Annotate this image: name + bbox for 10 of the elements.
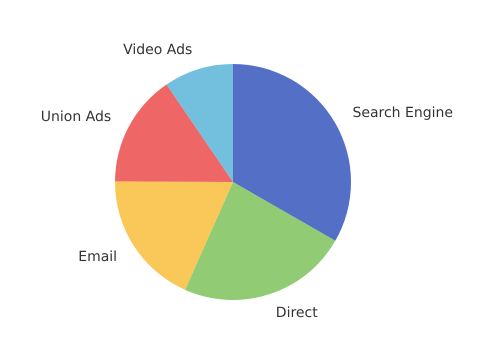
pie-slice [185, 182, 336, 300]
slice-label: Email [78, 248, 118, 265]
slice-label: Direct [276, 305, 318, 322]
pie-slice [233, 64, 351, 241]
pie-slice [166, 64, 233, 182]
slice-label: Search Engine [352, 104, 453, 121]
pie-slice [115, 181, 233, 290]
slice-label: Video Ads [123, 42, 192, 58]
slice-label: Union Ads [40, 109, 112, 126]
pie-slice [115, 84, 233, 182]
